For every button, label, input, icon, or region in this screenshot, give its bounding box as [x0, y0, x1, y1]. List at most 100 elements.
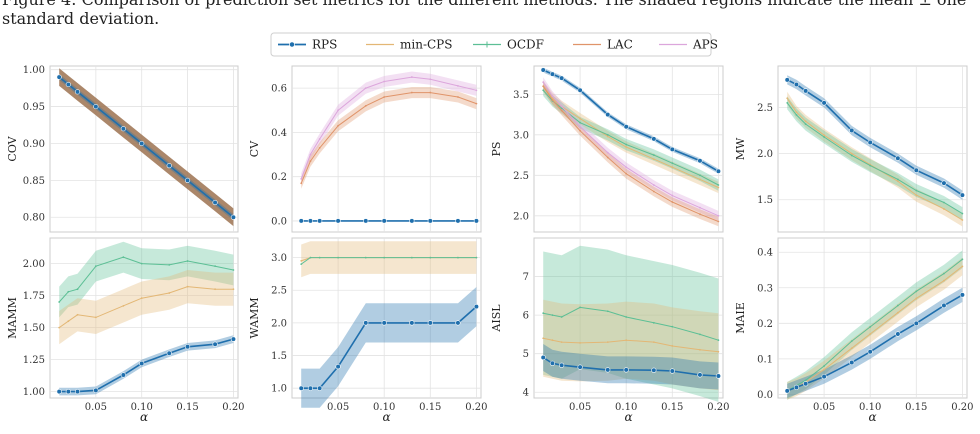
legend-item-min-cps: min-CPS [366, 38, 452, 52]
data-point-rps [317, 218, 323, 224]
data-point-ocdf [318, 256, 321, 259]
data-point-rps [867, 349, 873, 355]
y-tick-label: 0.85 [23, 176, 45, 187]
data-point-min-cps [915, 297, 918, 300]
data-point-aps [625, 166, 628, 169]
data-point-rps [715, 373, 721, 379]
series-line-min-cps [542, 85, 719, 188]
plot-area [533, 237, 724, 399]
data-point-rps [409, 218, 415, 224]
data-point-aps [717, 214, 720, 217]
data-point-rps [959, 192, 965, 198]
data-point-aps [652, 184, 655, 186]
data-point-aps [671, 194, 674, 197]
data-point-ocdf [869, 325, 872, 328]
data-point-rps [93, 103, 99, 110]
data-point-min-cps [579, 117, 581, 120]
y-tick-label: 2.5 [513, 171, 529, 182]
data-point-aps [337, 109, 339, 112]
y-axis-label: CV [248, 140, 261, 157]
x-tick-label: 0.10 [373, 402, 395, 413]
data-point-ocdf [58, 301, 61, 303]
x-tick-label: 0.10 [859, 402, 881, 413]
x-tick-label: 0.05 [569, 402, 591, 413]
data-point-min-cps [560, 341, 563, 343]
data-point-lac [551, 99, 554, 101]
y-tick-label: 0.4 [271, 128, 287, 139]
data-point-rps [941, 302, 947, 309]
data-point-ocdf [140, 262, 143, 265]
band-min-cps [59, 270, 234, 345]
data-point-ocdf [795, 113, 798, 116]
data-point-rps [56, 74, 62, 80]
data-point-min-cps [606, 341, 609, 343]
data-point-ocdf [625, 316, 628, 318]
data-point-lac [309, 160, 312, 163]
data-point-aps [383, 80, 386, 83]
series-line-ocdf [543, 306, 719, 341]
data-point-rps [184, 177, 191, 183]
y-tick-label: 3.0 [271, 253, 287, 264]
y-axis-label: PS [490, 142, 503, 157]
data-point-lac [429, 91, 432, 94]
legend-item-aps: APS [659, 38, 718, 52]
data-point-min-cps [961, 219, 964, 221]
data-point-ocdf [850, 340, 853, 343]
data-point-lac [383, 96, 386, 98]
x-axis-label: α [140, 410, 148, 424]
data-point-rps [577, 87, 583, 93]
x-axis-label: α [624, 410, 632, 424]
x-tick-label: 0.15 [419, 402, 441, 413]
y-tick-label: 2.0 [513, 211, 529, 222]
data-point-lac [606, 156, 609, 159]
y-tick-label: 5 [523, 349, 529, 360]
data-point-rps [381, 218, 387, 224]
series-line-ocdf [58, 256, 234, 303]
data-point-rps [473, 218, 479, 224]
data-point-rps [559, 75, 565, 81]
data-point-rps [793, 384, 800, 390]
data-point-rps [651, 136, 657, 142]
data-point-min-cps [122, 304, 125, 307]
y-tick-label: 6 [523, 311, 529, 322]
data-point-rps [697, 158, 703, 164]
data-point-rps [669, 368, 675, 374]
data-point-ocdf [579, 306, 581, 309]
series-line-min-cps [787, 266, 963, 392]
y-tick-label: 4 [523, 388, 529, 399]
x-tick-label: 0.05 [327, 402, 349, 413]
data-point-rps [335, 218, 341, 224]
series-line-rps [786, 294, 963, 392]
band-ocdf [59, 241, 234, 318]
series-line-ocdf [786, 258, 963, 392]
data-point-rps [427, 320, 433, 326]
data-point-ocdf [896, 304, 899, 307]
series-line-ocdf [542, 89, 719, 186]
data-point-ocdf [214, 265, 216, 268]
legend-label: LAC [607, 38, 633, 52]
data-point-ocdf [823, 136, 825, 138]
y-tick-label: 1.75 [23, 291, 45, 302]
x-tick-label: 0.15 [661, 402, 683, 413]
plot-area [291, 65, 482, 233]
data-point-min-cps [652, 341, 655, 343]
data-point-min-cps [786, 97, 789, 100]
data-point-ocdf [551, 314, 554, 317]
data-point-rps [139, 140, 145, 147]
chart-panel-maie: 0.0 0.1 0.2 0.3 0.4 0.05 0.10 0.15 0.20 α MAIE [734, 237, 974, 424]
data-point-ocdf [869, 164, 872, 167]
series-line-rps [786, 79, 963, 196]
y-axis-label: WAMM [248, 297, 261, 338]
series-line-rps [59, 338, 234, 393]
legend-label: APS [692, 38, 718, 52]
data-point-min-cps [943, 208, 945, 210]
data-point-rps [803, 381, 809, 387]
data-point-aps [551, 95, 554, 97]
data-point-lac [364, 104, 367, 107]
data-point-ocdf [542, 312, 545, 315]
y-tick-label: 0.1 [757, 354, 773, 365]
data-point-ocdf [186, 260, 189, 262]
data-point-rps [549, 71, 556, 77]
data-point-aps [309, 153, 312, 156]
data-point-aps [300, 177, 303, 180]
